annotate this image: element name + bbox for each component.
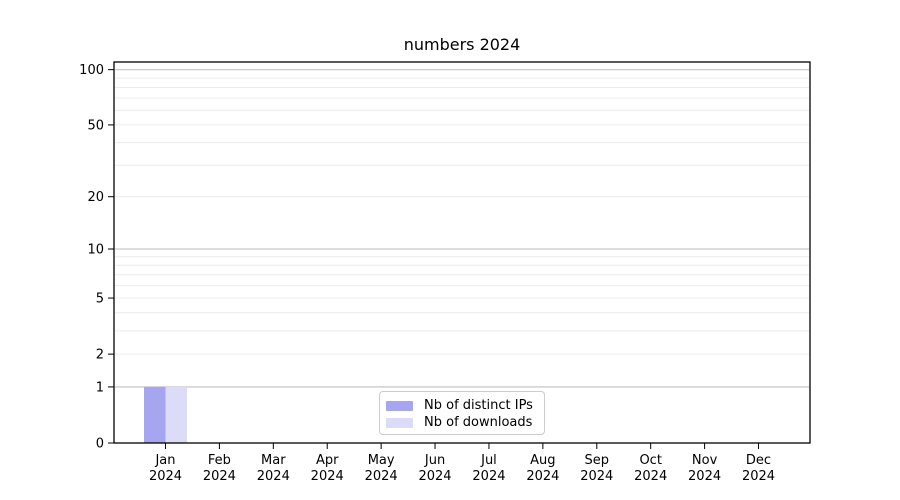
x-tick-label-year: 2024 [365,469,398,484]
legend-swatch-downloads [386,417,413,428]
bar-downloads [165,386,187,443]
x-tick-label-year: 2024 [149,469,182,484]
bar-distinct-ips [144,386,166,443]
legend-label-downloads: Nb of downloads [424,415,533,430]
y-tick-label: 0 [96,437,104,452]
y-tick-label: 1 [96,380,104,395]
x-tick-label-month: Jan [154,453,175,468]
x-tick-label-month: Sep [585,453,610,468]
x-tick-label-month: Oct [639,453,661,468]
legend-item-distinct-ips: Nb of distinct IPs [386,397,535,414]
y-tick-label: 20 [87,190,104,205]
x-tick-label-year: 2024 [580,469,613,484]
x-tick-label-month: Feb [208,453,231,468]
x-tick-label-month: Aug [530,453,555,468]
legend: Nb of distinct IPs Nb of downloads [379,391,545,435]
legend-swatch-distinct-ips [386,400,413,411]
x-tick-label-year: 2024 [688,469,721,484]
x-tick-label-month: May [368,453,395,468]
y-tick-label: 2 [96,348,104,363]
legend-item-downloads: Nb of downloads [386,414,535,431]
legend-label-distinct-ips: Nb of distinct IPs [424,398,533,413]
x-tick-label-year: 2024 [311,469,344,484]
x-tick-label-month: Dec [746,453,771,468]
y-tick-label: 100 [79,63,104,78]
x-tick-label-month: Nov [692,453,718,468]
y-tick-label: 5 [96,292,104,307]
chart-title: numbers 2024 [403,35,521,54]
x-tick-label-year: 2024 [203,469,236,484]
x-tick-label-year: 2024 [257,469,290,484]
plot-frame [113,61,811,444]
x-tick-label-year: 2024 [634,469,667,484]
y-tick-label: 10 [87,243,104,258]
y-tick-label: 50 [87,118,104,133]
x-tick-label-month: Mar [261,453,286,468]
x-tick-label-year: 2024 [742,469,775,484]
x-tick-label-month: Jul [480,453,497,468]
x-tick-label-month: Jun [424,453,445,468]
x-tick-label-year: 2024 [472,469,505,484]
x-tick-label-year: 2024 [418,469,451,484]
x-tick-label-month: Apr [316,453,339,468]
x-tick-label-year: 2024 [526,469,559,484]
